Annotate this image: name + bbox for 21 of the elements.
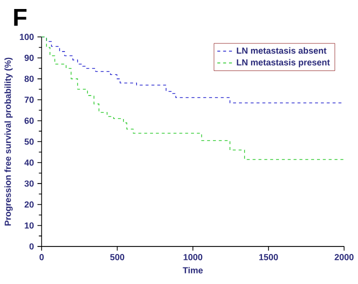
legend-label: LN metastasis absent — [236, 47, 326, 54]
x-tick-label: 1000 — [184, 254, 202, 260]
x-tick-label: 0 — [40, 254, 44, 260]
y-tick-label: 50 — [24, 138, 34, 145]
y-tick-label: 100 — [20, 34, 34, 40]
y-tick-label: 40 — [24, 160, 34, 166]
x-axis-title: Time — [182, 266, 203, 274]
y-tick-label: 70 — [24, 96, 34, 103]
chart-title: F — [14, 9, 26, 26]
legend-label: LN metastasis present — [236, 59, 330, 68]
y-tick-label: 30 — [24, 180, 34, 187]
y-tick-label: 80 — [24, 76, 34, 82]
x-tick-label: 500 — [110, 254, 124, 260]
y-tick-label: 0 — [29, 243, 34, 250]
x-tick-label: 2000 — [334, 254, 354, 260]
x-tick-label: 1500 — [259, 254, 278, 260]
y-tick-label: 90 — [24, 54, 34, 62]
y-axis-title: Progression free survival probability (%) — [4, 58, 13, 226]
y-tick-label: 10 — [24, 222, 34, 229]
y-tick-label: 20 — [24, 201, 34, 208]
y-tick-label: 60 — [24, 118, 34, 124]
